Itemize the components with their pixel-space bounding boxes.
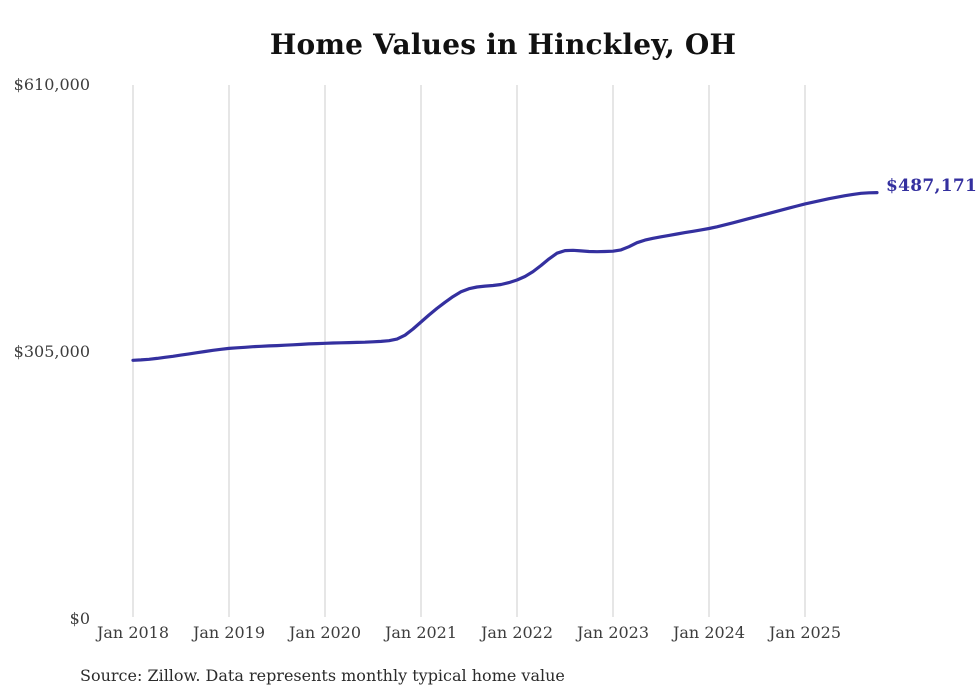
x-tick-label: Jan 2025 bbox=[768, 623, 842, 642]
gridline-group bbox=[132, 85, 806, 617]
x-tick-label: Jan 2018 bbox=[96, 623, 170, 642]
x-tick-label: Jan 2020 bbox=[288, 623, 362, 642]
chart-title: Home Values in Hinckley, OH bbox=[269, 28, 737, 61]
x-tick-label: Jan 2021 bbox=[384, 623, 458, 642]
y-axis-label-610000: $610,000 bbox=[13, 75, 90, 94]
x-tick-label: Jan 2023 bbox=[576, 623, 650, 642]
home-value-line bbox=[131, 191, 879, 362]
x-tick-label: Jan 2019 bbox=[192, 623, 266, 642]
x-tick-label: Jan 2024 bbox=[672, 623, 746, 642]
x-tick-label: Jan 2022 bbox=[480, 623, 554, 642]
latest-value-label: $487,171 bbox=[886, 176, 978, 196]
y-axis-label-0: $0 bbox=[69, 609, 90, 628]
source-note: Source: Zillow. Data represents monthly … bbox=[80, 666, 565, 685]
y-axis-label-305000: $305,000 bbox=[13, 342, 90, 361]
